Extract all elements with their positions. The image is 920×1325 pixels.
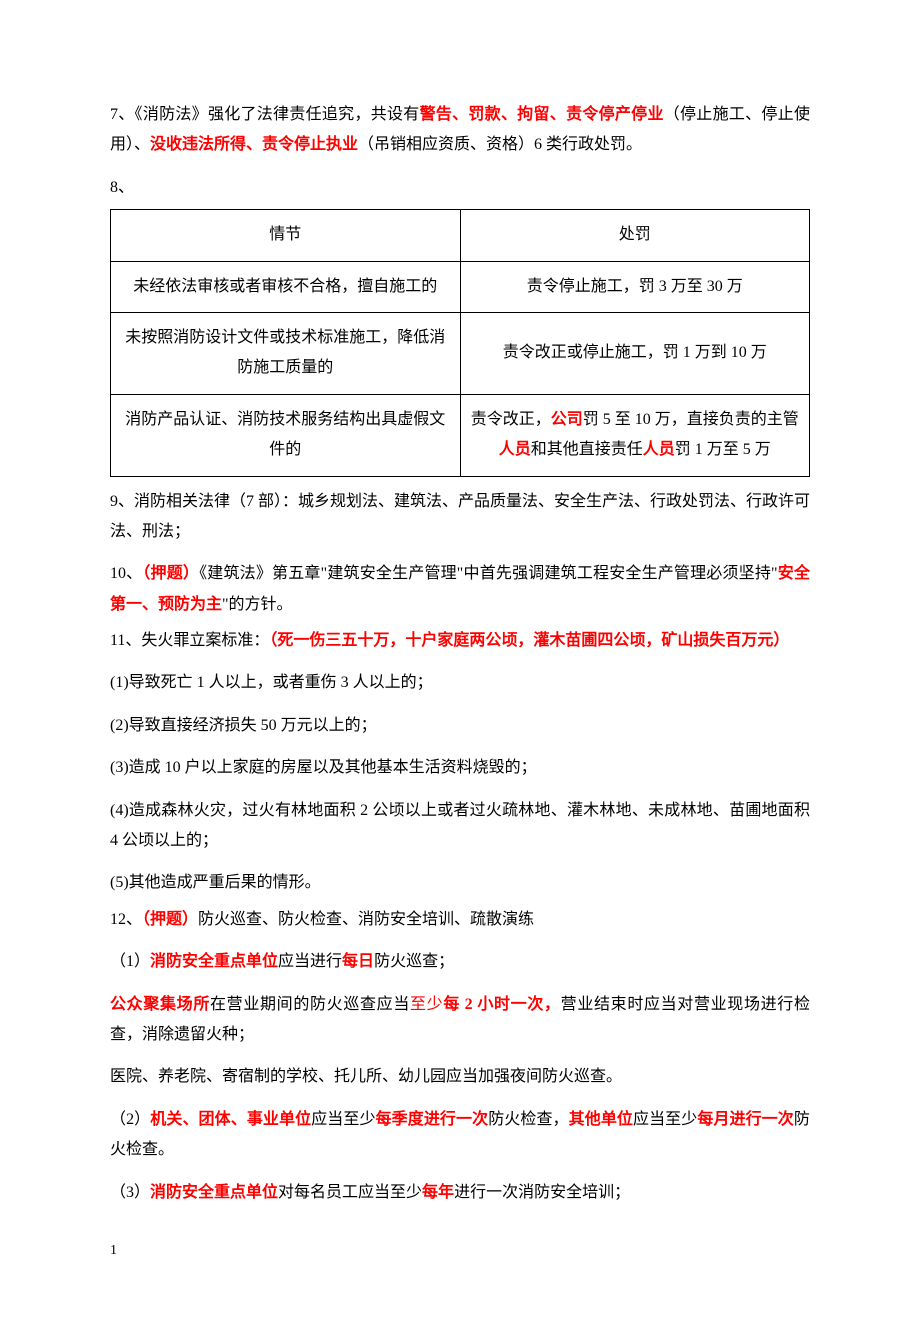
p12-c: 防火巡查、防火检查、消防安全培训、疏散演练 [198,911,534,928]
p12-2-h: 每月进行一次 [697,1111,794,1128]
p12-b: （押题） [142,911,198,928]
p12-a: 12、 [110,911,142,928]
p11-b: （死一伤三五十万，十户家庭两公顷，灌木苗圃四公顷，矿山损失百万元） [269,632,789,649]
r3c2-a: 责令改正， [471,411,551,428]
p11-item4: (4)造成森林火灾，过火有林地面积 2 公顷以上或者过火疏林地、灌木林地、未成林… [110,796,810,857]
row1-col1: 未经依法审核或者审核不合格，擅自施工的 [111,261,461,312]
p11-item5: (5)其他造成严重后果的情形。 [110,868,810,898]
p12-2-c: 应当至少 [311,1111,375,1128]
p7-red2: 没收违法所得、责令停止执业 [150,136,358,153]
header-col1: 情节 [111,210,461,261]
p12-1-d: 每日 [342,953,374,970]
p8-label: 8、 [110,179,134,196]
r3c2-f: 人员 [643,441,675,458]
p12-3-a: （3） [110,1184,150,1201]
p11-item1: (1)导致死亡 1 人以上，或者重伤 3 人以上的； [110,668,810,698]
r3c2-b: 公司 [551,411,583,428]
p10-a: 10、 [110,565,142,582]
p12-1b-b: 在营业期间的防火巡查应当 [210,996,410,1013]
p10-c: 《建筑法》第五章"建筑安全生产管理"中首先强调建筑工程安全生产管理必须坚持" [199,565,777,582]
p10-b: （押题） [142,565,199,582]
p11-item3: (3)造成 10 户以上家庭的房屋以及其他基本生活资料烧毁的； [110,753,810,783]
r3c2-g: 罚 1 万至 5 万 [675,441,771,458]
r3c2-d: 人员 [499,441,531,458]
paragraph-8-label: 8、 [110,173,810,203]
table-row: 未经依法审核或者审核不合格，擅自施工的 责令停止施工，罚 3 万至 30 万 [111,261,810,312]
table-row: 消防产品认证、消防技术服务结构出具虚假文件的 责令改正，公司罚 5 至 10 万… [111,394,810,476]
p12-2-b: 机关、团体、事业单位 [150,1111,311,1128]
p7-red1: 警告、罚款、拘留、责令停产停业 [420,106,664,123]
penalty-table: 情节 处罚 未经依法审核或者审核不合格，擅自施工的 责令停止施工，罚 3 万至 … [110,209,810,476]
p12-1-b: 消防安全重点单位 [150,953,278,970]
p12-2-e: 防火检查， [488,1111,568,1128]
row2-col2: 责令改正或停止施工，罚 1 万到 10 万 [460,312,810,394]
paragraph-12-1: （1）消防安全重点单位应当进行每日防火巡查； [110,947,810,977]
paragraph-9: 9、消防相关法律（7 部）：城乡规划法、建筑法、产品质量法、安全生产法、行政处罚… [110,487,810,548]
p12-1b-a: 公众聚集场所 [110,996,210,1013]
p12-2-d: 每季度进行一次 [376,1111,489,1128]
p12-3-e: 进行一次消防安全培训； [454,1184,630,1201]
r3c2-e: 和其他直接责任 [531,441,643,458]
row3-col1: 消防产品认证、消防技术服务结构出具虚假文件的 [111,394,461,476]
paragraph-10: 10、（押题）《建筑法》第五章"建筑安全生产管理"中首先强调建筑工程安全生产管理… [110,559,810,620]
row3-col2: 责令改正，公司罚 5 至 10 万，直接负责的主管人员和其他直接责任人员罚 1 … [460,394,810,476]
p12-1-c: 应当进行 [278,953,342,970]
p12-2-a: （2） [110,1111,150,1128]
p10-e: "的方针。 [222,596,293,613]
p12-1-e: 防火巡查； [374,953,454,970]
p12-1b-c: 至少 [410,996,443,1013]
table-row: 未按照消防设计文件或技术标准施工，降低消防施工质量的 责令改正或停止施工，罚 1… [111,312,810,394]
paragraph-12-1c: 医院、养老院、寄宿制的学校、托儿所、幼儿园应当加强夜间防火巡查。 [110,1062,810,1092]
paragraph-12-3: （3）消防安全重点单位对每名员工应当至少每年进行一次消防安全培训； [110,1178,810,1208]
row2-col1: 未按照消防设计文件或技术标准施工，降低消防施工质量的 [111,312,461,394]
paragraph-7: 7、《消防法》强化了法律责任追究，共设有警告、罚款、拘留、责令停产停业（停止施工… [110,100,810,161]
p12-3-b: 消防安全重点单位 [150,1184,278,1201]
row1-col2: 责令停止施工，罚 3 万至 30 万 [460,261,810,312]
table-header-row: 情节 处罚 [111,210,810,261]
p7-prefix: 7、《消防法》强化了法律责任追究，共设有 [110,106,420,123]
p7-suffix: （吊销相应资质、资格）6 类行政处罚。 [358,136,642,153]
paragraph-12: 12、（押题）防火巡查、防火检查、消防安全培训、疏散演练 [110,905,810,935]
paragraph-12-1b: 公众聚集场所在营业期间的防火巡查应当至少每 2 小时一次，营业结束时应当对营业现… [110,990,810,1051]
p11-a: 11、失火罪立案标准： [110,632,269,649]
p12-1b-d: 每 2 小时一次， [443,996,560,1013]
r3c2-c: 罚 5 至 10 万，直接负责的主管 [583,411,799,428]
header-col2: 处罚 [460,210,810,261]
p12-2-f: 其他单位 [569,1111,633,1128]
p12-3-d: 每年 [422,1184,454,1201]
p12-2-g: 应当至少 [633,1111,697,1128]
p12-3-c: 对每名员工应当至少 [278,1184,422,1201]
p12-1-a: （1） [110,953,150,970]
paragraph-11: 11、失火罪立案标准：（死一伤三五十万，十户家庭两公顷，灌木苗圃四公顷，矿山损失… [110,626,810,656]
page-number: 1 [110,1238,810,1265]
paragraph-12-2: （2）机关、团体、事业单位应当至少每季度进行一次防火检查，其他单位应当至少每月进… [110,1105,810,1166]
p11-item2: (2)导致直接经济损失 50 万元以上的； [110,711,810,741]
